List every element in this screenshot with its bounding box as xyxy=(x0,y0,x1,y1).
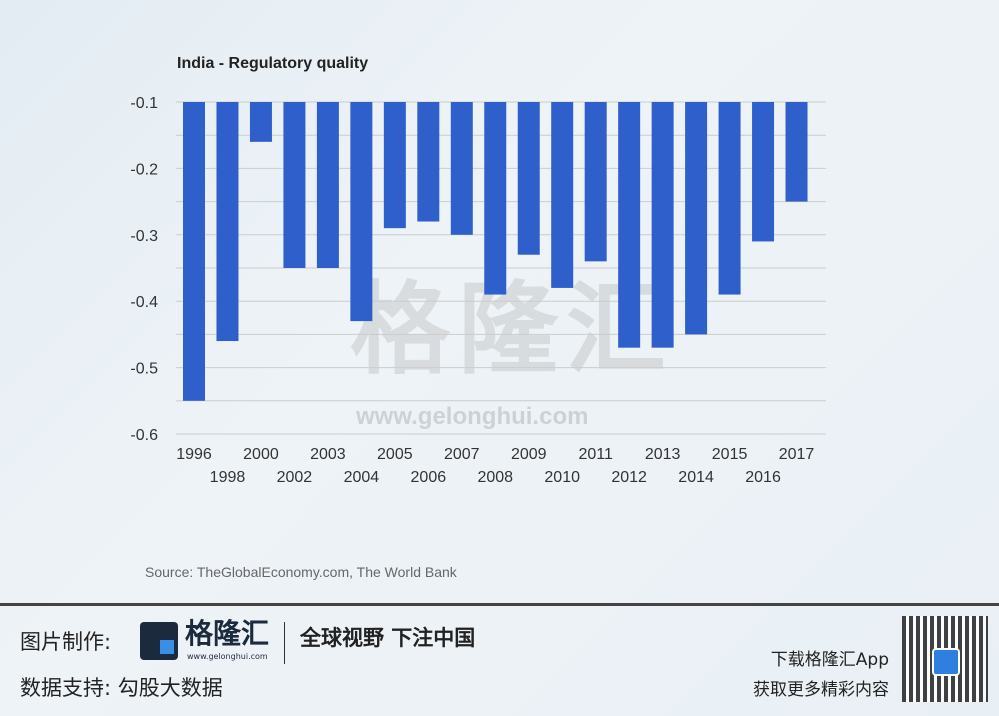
x-tick-label: 1998 xyxy=(210,469,246,486)
footer: 图片制作: 格隆汇 www.gelonghui.com 全球视野 下注中国 数据… xyxy=(0,606,999,716)
x-tick-label: 2008 xyxy=(477,469,513,486)
bar-2005 xyxy=(383,102,406,229)
x-tick-label: 2014 xyxy=(678,469,714,486)
qr-code-icon[interactable] xyxy=(902,616,988,702)
y-tick-label: -0.6 xyxy=(130,427,158,444)
x-tick-label: 2004 xyxy=(344,469,380,486)
divider xyxy=(284,622,285,664)
divider xyxy=(0,603,999,606)
bar-2007 xyxy=(450,102,473,235)
y-tick-label: -0.2 xyxy=(130,161,158,178)
y-tick-label: -0.3 xyxy=(130,228,158,245)
bar-2006 xyxy=(417,102,440,222)
x-tick-label: 2006 xyxy=(411,469,447,486)
bar-1996 xyxy=(183,102,205,401)
x-tick-label: 2007 xyxy=(444,446,480,463)
x-tick-label: 2017 xyxy=(779,446,815,463)
bar-2014 xyxy=(685,102,708,335)
bar-2011 xyxy=(584,102,607,262)
x-tick-label: 1996 xyxy=(176,446,212,463)
qr-logo-icon xyxy=(932,648,960,676)
y-tick-label: -0.4 xyxy=(130,294,158,311)
x-tick-label: 2013 xyxy=(645,446,681,463)
gelonghui-logo-icon xyxy=(140,622,178,660)
logo-text: 格隆汇 xyxy=(185,617,270,650)
x-tick-label: 2015 xyxy=(712,446,748,463)
watermark-url: www.gelonghui.com xyxy=(356,403,589,430)
bar-2010 xyxy=(551,102,574,288)
x-tick-label: 2005 xyxy=(377,446,413,463)
bar-2003 xyxy=(316,102,339,268)
bar-2000 xyxy=(249,102,272,142)
bar-chart: -0.1 -0.2 -0.3 -0.4 -0.5 -0.6 1996 1998 2000 2002… xyxy=(130,95,826,486)
x-tick-label: 2010 xyxy=(544,469,580,486)
watermark: 格隆汇 xyxy=(350,271,674,388)
data-support: 数据支持: 勾股大数据 xyxy=(20,676,223,700)
bar-2016 xyxy=(752,102,775,242)
made-by-label: 图片制作: xyxy=(20,630,112,654)
source-note: Source: TheGlobalEconomy.com, The World … xyxy=(145,564,457,580)
app-download-text: 下载格隆汇App xyxy=(770,650,889,670)
bar-2013 xyxy=(651,102,674,348)
bar-2015 xyxy=(718,102,741,295)
x-tick-label: 2000 xyxy=(243,446,279,463)
x-tick-label: 2011 xyxy=(578,446,613,463)
bar-1998 xyxy=(216,102,239,342)
logo-url: www.gelonghui.com xyxy=(187,652,268,661)
app-promo-text: 获取更多精彩内容 xyxy=(753,680,889,700)
x-tick-label: 2016 xyxy=(745,469,781,486)
y-tick-label: -0.5 xyxy=(130,361,158,378)
bar-2008 xyxy=(484,102,507,295)
bar-2012 xyxy=(618,102,641,348)
bar-2017 xyxy=(785,102,808,202)
x-tick-label: 2009 xyxy=(511,446,547,463)
x-tick-label: 2002 xyxy=(277,469,313,486)
bar-2009 xyxy=(517,102,540,255)
y-tick-label: -0.1 xyxy=(130,95,158,112)
chart-title: India - Regulatory quality xyxy=(177,55,369,72)
x-tick-label: 2012 xyxy=(611,469,647,486)
x-tick-label: 2003 xyxy=(310,446,346,463)
bar-2004 xyxy=(350,102,373,322)
slogan: 全球视野 下注中国 xyxy=(300,626,476,650)
bar-2002 xyxy=(283,102,306,268)
